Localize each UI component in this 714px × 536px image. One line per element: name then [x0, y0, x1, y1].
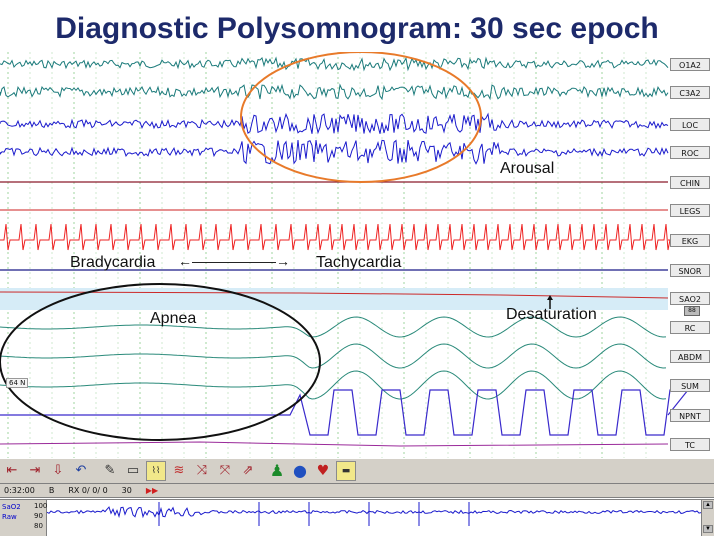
- overview-trace[interactable]: [47, 500, 701, 536]
- trace-sao2: [0, 291, 669, 299]
- arousal-label: Arousal: [500, 160, 555, 177]
- prev-epoch-icon[interactable]: ⇤: [6, 463, 18, 478]
- bradycardia-label: Bradycardia: [70, 254, 156, 271]
- channel-label-loc[interactable]: LOC: [670, 118, 710, 131]
- filter-icon[interactable]: ⤨: [196, 463, 208, 478]
- trace-o1a2: [0, 56, 669, 72]
- channel-label-legs[interactable]: LEGS: [670, 204, 710, 217]
- channel-label-abdm[interactable]: ABDM: [670, 350, 710, 363]
- channel-label-roc[interactable]: ROC: [670, 146, 710, 159]
- export-icon[interactable]: ⇗: [242, 463, 254, 478]
- rx-readout: RX 0/ 0/ 0: [68, 486, 108, 495]
- waveforms: [0, 56, 690, 447]
- undo-icon[interactable]: ↶: [75, 463, 87, 478]
- channel-label-c3a2[interactable]: C3A2: [670, 86, 710, 99]
- trace-tc: [0, 441, 669, 447]
- trace-npnt: [0, 389, 690, 436]
- trace-ekg: [0, 223, 671, 251]
- desaturation-label: Desaturation: [506, 306, 597, 323]
- person-icon[interactable]: ♟: [269, 461, 285, 480]
- channel-label-npnt[interactable]: NPNT: [670, 409, 710, 422]
- next-epoch-icon[interactable]: ⇥: [29, 463, 41, 478]
- sao2-overview-panel: SaO2 Raw 100 90 80 ▲ ▼: [0, 499, 714, 536]
- montage-icon[interactable]: ≋: [173, 463, 185, 478]
- scroll-down-icon[interactable]: ▼: [703, 525, 713, 533]
- scale-tag: 64 N: [6, 378, 29, 388]
- overview-sao2-path: [47, 506, 701, 519]
- trace-abdm: [0, 343, 667, 369]
- channel-label-rc[interactable]: RC: [670, 321, 710, 334]
- epoch-time: 0:32:00: [4, 486, 35, 495]
- channel-label-o1a2[interactable]: O1A2: [670, 58, 710, 71]
- interval-arrow: ←——————→: [178, 253, 290, 269]
- slide-title: Diagnostic Polysomnogram: 30 sec epoch: [55, 12, 659, 45]
- print-icon[interactable]: ▭: [126, 463, 140, 478]
- overview-scale-mid: 90: [34, 512, 43, 520]
- arousal-ellipse: [240, 52, 482, 183]
- channel-label-ekg[interactable]: EKG: [670, 234, 710, 247]
- brain-icon[interactable]: ●: [293, 461, 307, 480]
- sleep-stage: B: [48, 486, 55, 495]
- trace-roc: [0, 139, 669, 165]
- channel-label-sao2[interactable]: SAO2: [670, 292, 710, 305]
- scroll-up-icon[interactable]: ▲: [703, 501, 713, 509]
- channel-label-chin[interactable]: CHIN: [670, 176, 710, 189]
- apnea-ellipse: [0, 283, 321, 441]
- ruler-icon[interactable]: ▬: [336, 461, 356, 481]
- lungs-icon[interactable]: ♥: [316, 463, 330, 479]
- stage-icon[interactable]: ⤧: [219, 463, 231, 478]
- overview-scale-top: 100: [34, 502, 48, 510]
- epoch-grid: [0, 52, 668, 458]
- overview-label: SaO2 Raw 100 90 80: [0, 500, 47, 536]
- overview-scrollbar[interactable]: ▲ ▼: [701, 500, 714, 536]
- status-bar: 0:32:00 B RX 0/ 0/ 0 30 ▶▶: [0, 484, 714, 498]
- epoch-length: 30: [121, 486, 132, 495]
- trace-c3a2: [0, 83, 669, 101]
- waveform-icon[interactable]: ⌇⌇: [146, 461, 166, 481]
- sao2-value-tag: 88: [684, 306, 700, 316]
- channel-label-tc[interactable]: TC: [670, 438, 710, 451]
- trace-loc: [0, 112, 669, 135]
- apnea-label: Apnea: [150, 310, 197, 327]
- play-icon[interactable]: ▶▶: [145, 486, 159, 495]
- toolbar: ⇤ ⇥ ⇩ ↶ ✎ ▭ ⌇⌇ ≋ ⤨ ⤧ ⇗ ♟ ● ♥ ▬: [0, 458, 714, 484]
- save-icon[interactable]: ⇩: [52, 463, 64, 478]
- channel-label-snor[interactable]: SNOR: [670, 264, 710, 277]
- desaturation-arrowhead: [547, 295, 553, 300]
- polysomnogram-traces: [0, 52, 690, 458]
- overview-sub: Raw: [2, 513, 17, 521]
- edit-icon[interactable]: ✎: [104, 463, 116, 478]
- trace-sum: [0, 370, 667, 400]
- trace-rc: [0, 316, 667, 338]
- overview-channel: SaO2: [2, 503, 21, 511]
- tachycardia-label: Tachycardia: [316, 254, 402, 271]
- channel-label-sum[interactable]: SUM: [670, 379, 710, 392]
- overview-scale-low: 80: [34, 522, 43, 530]
